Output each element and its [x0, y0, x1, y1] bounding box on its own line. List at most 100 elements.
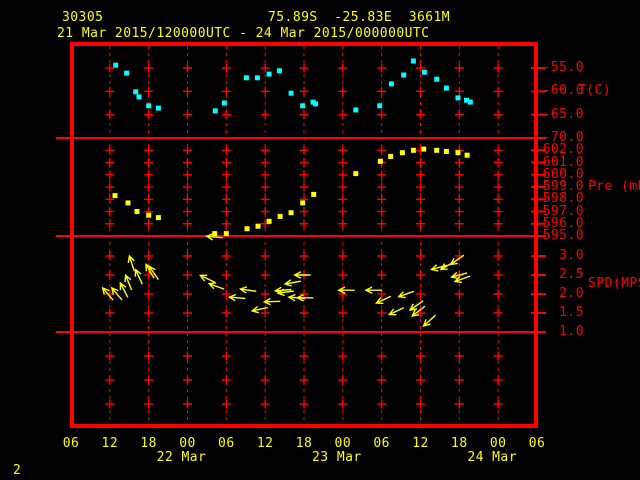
- temperature-series-point: [401, 72, 407, 78]
- wind-arrow: [283, 279, 302, 287]
- wind-arrow: [387, 307, 405, 316]
- page-number-label: 2: [13, 463, 22, 478]
- temperature-series-point: [133, 89, 139, 95]
- x-tick-label: 00: [179, 436, 196, 451]
- x-date-label: 24 Mar: [467, 450, 517, 465]
- pressure-unit-label: Pre (mb): [588, 179, 640, 195]
- y-tick-label: 1.0: [559, 324, 584, 339]
- x-date-label: 23 Mar: [311, 450, 362, 465]
- temperature-series-point: [434, 76, 440, 82]
- pressure-series-point: [266, 218, 272, 224]
- wind-arrow: [250, 305, 268, 314]
- pressure-series-point: [146, 212, 152, 218]
- x-tick-label: 00: [334, 436, 352, 451]
- temperature-series-point: [266, 71, 272, 77]
- x-tick-label: 06: [528, 436, 546, 451]
- x-tick-label: 18: [451, 436, 468, 451]
- pressure-series-point: [125, 200, 131, 206]
- wind-arrow: [408, 300, 424, 311]
- wind-arrow: [374, 295, 392, 304]
- temperature-series-point: [221, 100, 227, 106]
- pressure-series-point: [244, 226, 250, 232]
- wind-arrow: [134, 268, 143, 285]
- temperature-series-point: [455, 95, 461, 101]
- pressure-series-point: [410, 147, 416, 153]
- wind-arrow: [124, 273, 133, 291]
- y-tick-label: 601.0: [542, 154, 584, 170]
- wind-arrow: [198, 274, 216, 283]
- pressure-series-point: [455, 150, 461, 156]
- wind-arrow: [364, 286, 382, 295]
- pressure-series-point: [388, 153, 394, 159]
- pressure-series-point: [134, 209, 140, 214]
- temperature-series-point: [467, 99, 473, 105]
- wind-arrow: [430, 264, 448, 272]
- x-tick-label: 00: [489, 436, 507, 451]
- wind-arrow: [207, 282, 225, 290]
- pressure-series-point: [212, 231, 218, 237]
- temperature-series-point: [421, 69, 427, 75]
- temperature-series-point: [377, 103, 383, 109]
- wind-arrow: [449, 254, 465, 266]
- wind-arrow: [205, 233, 223, 241]
- y-tick-label: -65.0: [542, 106, 584, 122]
- wind-arrow: [397, 290, 415, 299]
- pressure-series: [112, 146, 470, 237]
- wind-arrow: [453, 275, 471, 284]
- pressure-series-point: [443, 149, 449, 154]
- wind-arrow: [295, 293, 314, 302]
- pressure-series-point: [353, 171, 359, 177]
- wind-arrow: [262, 297, 281, 306]
- station-location-label: 75.89S -25.83E 3661M: [268, 10, 451, 25]
- y-tick-label: 597.0: [542, 203, 584, 219]
- temperature-series-point: [124, 70, 130, 76]
- y-tick-label: 1.5: [559, 305, 584, 320]
- temperature-series-point: [146, 103, 152, 109]
- temperature-series-point: [136, 94, 142, 100]
- pressure-series-point: [377, 158, 383, 164]
- temperature-series-point: [300, 103, 306, 109]
- wind-arrow: [238, 286, 257, 294]
- x-tick-label: 06: [373, 436, 390, 451]
- pressure-series-point: [112, 193, 118, 199]
- wind-arrow: [450, 271, 468, 280]
- y-tick-label: 2.0: [559, 286, 584, 301]
- temperature-series-point: [113, 62, 119, 68]
- temperature-series: [113, 58, 473, 114]
- y-tick-label: 2.5: [559, 267, 584, 282]
- pressure-series-point: [223, 231, 229, 237]
- y-tick-label: -70.0: [542, 130, 584, 145]
- y-tick-label: 598.0: [542, 191, 584, 207]
- wind-arrow: [227, 293, 246, 302]
- temperature-series-point: [212, 108, 218, 114]
- temperature-series-point: [443, 85, 449, 91]
- wind-arrow: [148, 265, 159, 281]
- wind-unit-label: SPD(MPS): [588, 276, 640, 291]
- pressure-series-point: [155, 215, 161, 221]
- pressure-series-point: [277, 213, 283, 219]
- wind-arrow: [101, 286, 114, 301]
- plot-border: [70, 42, 538, 428]
- temperature-series-point: [243, 75, 249, 81]
- x-tick-label: 12: [101, 436, 119, 451]
- y-tick-label: 596.0: [542, 215, 584, 231]
- x-date-label: 22 Mar: [156, 450, 207, 465]
- pressure-series-point: [399, 150, 405, 156]
- wind-arrow: [119, 281, 129, 298]
- x-tick-label: 06: [218, 436, 235, 451]
- temperature-series-point: [410, 58, 416, 64]
- pressure-series-point: [421, 146, 427, 152]
- temp-unit-label: T(C): [578, 83, 612, 99]
- temperature-series-point: [155, 105, 161, 111]
- temperature-series-point: [313, 101, 319, 107]
- pressure-series-point: [288, 210, 294, 216]
- x-tick-label: 12: [412, 436, 429, 451]
- y-tick-label: 602.0: [542, 142, 584, 158]
- y-tick-label: -55.0: [542, 60, 584, 75]
- x-tick-label: 18: [140, 436, 157, 451]
- wind-arrow: [127, 254, 135, 272]
- wind-arrow: [293, 271, 311, 279]
- wind-arrow: [276, 288, 294, 297]
